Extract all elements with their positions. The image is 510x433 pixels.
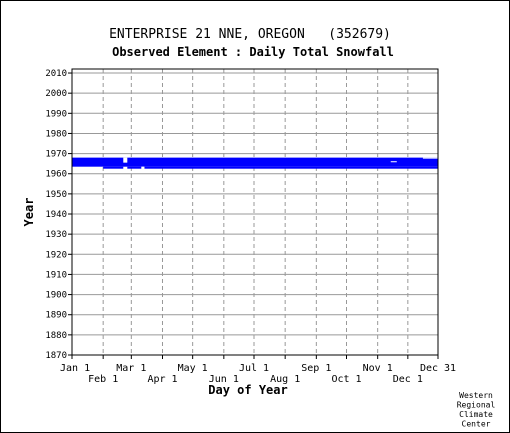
data-bars <box>72 157 438 169</box>
data-gap <box>390 161 397 163</box>
y-tick-label: 1950 <box>45 190 67 200</box>
y-tick-label: 1880 <box>45 331 67 341</box>
x-tick-label: Feb 1 <box>88 374 118 385</box>
data-gap <box>141 166 145 169</box>
snowfall-bar <box>72 157 438 167</box>
x-tick-label: Sep 1 <box>301 363 331 374</box>
credit-line: Regional <box>457 401 496 410</box>
data-gaps <box>123 157 438 169</box>
x-tick-label: Apr 1 <box>147 374 177 385</box>
x-tick-label: Oct 1 <box>331 374 361 385</box>
y-tick-label: 1990 <box>45 109 67 119</box>
x-tick-label: Jul 1 <box>239 363 269 374</box>
credit-line: Climate <box>459 410 493 419</box>
y-tick-label: 1940 <box>45 210 67 220</box>
plot-area-border <box>71 68 439 356</box>
x-tick-label: May 1 <box>178 363 208 374</box>
x-axis-label: Day of Year <box>208 383 287 397</box>
x-tick-label: Nov 1 <box>363 363 393 374</box>
y-tick-label: 1960 <box>45 170 67 180</box>
y-tick-label: 1890 <box>45 311 67 321</box>
y-tick-label: 2010 <box>45 69 67 79</box>
y-tick-label: 1970 <box>45 150 67 160</box>
credit-line: Center <box>462 420 491 429</box>
data-gap <box>123 157 128 163</box>
x-tick-label: Dec 31 <box>420 363 456 374</box>
chart-subtitle: Observed Element : Daily Total Snowfall <box>112 45 394 59</box>
x-tick-label: Dec 1 <box>393 374 423 385</box>
x-tick-label: Jan 1 <box>60 363 90 374</box>
y-axis-ticks: 2010 2000 1990 1980 1970 1960 1950 1940 1930 1920… <box>45 69 72 361</box>
y-tick-label: 1910 <box>45 270 67 280</box>
y-axis-label: Year <box>22 198 36 227</box>
snowfall-bar <box>127 166 142 169</box>
chart-title: ENTERPRISE 21 NNE, OREGON (352679) <box>109 27 391 42</box>
credit-line: Western <box>459 391 493 400</box>
data-gap <box>422 157 438 159</box>
x-axis-ticks: Jan 1 Mar 1 May 1 Jul 1 Sep 1 Nov 1 Dec 31 Feb … <box>60 355 456 385</box>
x-tick-label: Aug 1 <box>270 374 300 385</box>
snowfall-bar <box>103 166 124 169</box>
y-tick-label: 1930 <box>45 230 67 240</box>
x-tick-label: Jun 1 <box>209 374 239 385</box>
y-tick-label: 1980 <box>45 129 67 139</box>
x-tick-label: Mar 1 <box>116 363 146 374</box>
grid <box>71 69 439 356</box>
y-tick-label: 1920 <box>45 250 67 260</box>
y-tick-label: 1870 <box>45 351 67 361</box>
y-tick-label: 2000 <box>45 89 67 99</box>
y-tick-label: 1900 <box>45 291 67 301</box>
snowfall-bar <box>144 166 438 169</box>
